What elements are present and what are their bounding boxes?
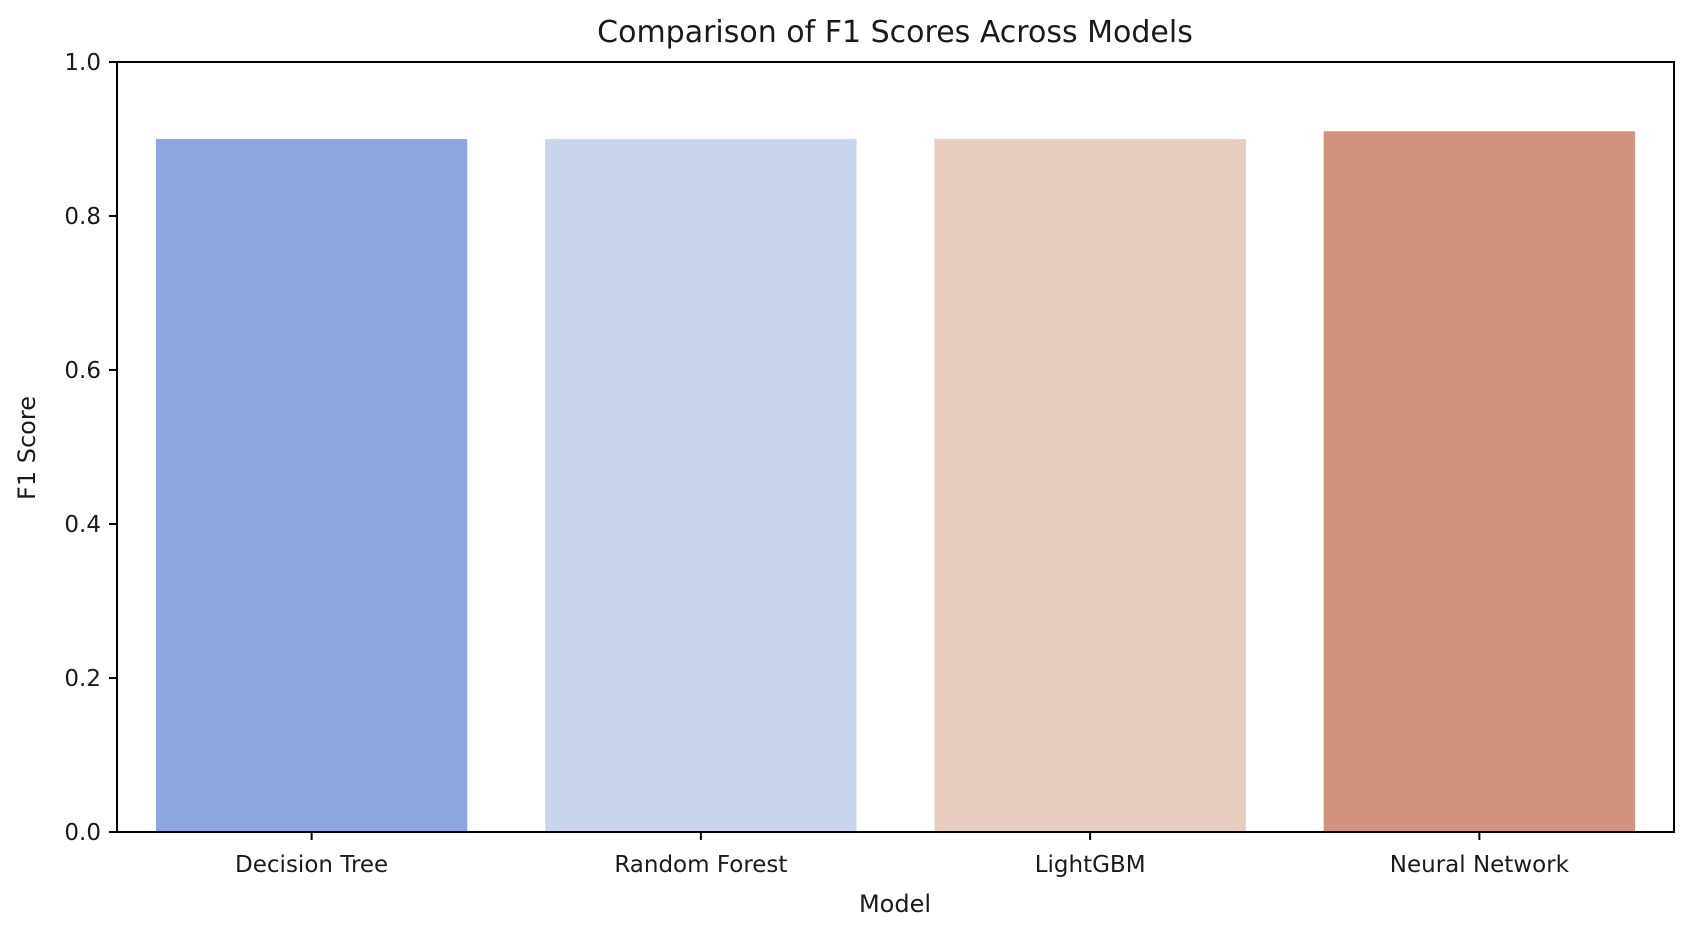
x-axis-ticks: Decision Tree Random Forest LightGBM Neural…: [235, 832, 1570, 878]
y-axis-label: F1 Score: [13, 396, 41, 500]
y-tick-label: 1.0: [64, 50, 101, 76]
bar-neural-network: [1323, 131, 1636, 833]
bar-lightgbm: [934, 139, 1246, 832]
y-axis-ticks: 0.0 0.2 0.4 0.6 0.8 1.0: [64, 50, 117, 846]
x-axis-label: Model: [859, 890, 931, 918]
y-tick-label: 0.8: [64, 204, 101, 230]
chart-title: Comparison of F1 Scores Across Models: [597, 15, 1193, 50]
y-tick-label: 0.2: [64, 666, 101, 692]
x-tick-label: Random Forest: [614, 852, 787, 878]
x-tick-label: LightGBM: [1035, 852, 1146, 878]
x-tick-label: Neural Network: [1390, 852, 1570, 878]
bars-group: [155, 131, 1636, 833]
x-tick-label: Decision Tree: [235, 852, 388, 878]
bar-decision-tree: [155, 139, 468, 832]
plot-frame: [116, 61, 1675, 833]
bar-random-forest: [545, 139, 857, 832]
y-tick-label: 0.4: [64, 512, 101, 538]
y-tick-label: 0.6: [64, 358, 101, 384]
y-tick-label: 0.0: [64, 820, 101, 846]
